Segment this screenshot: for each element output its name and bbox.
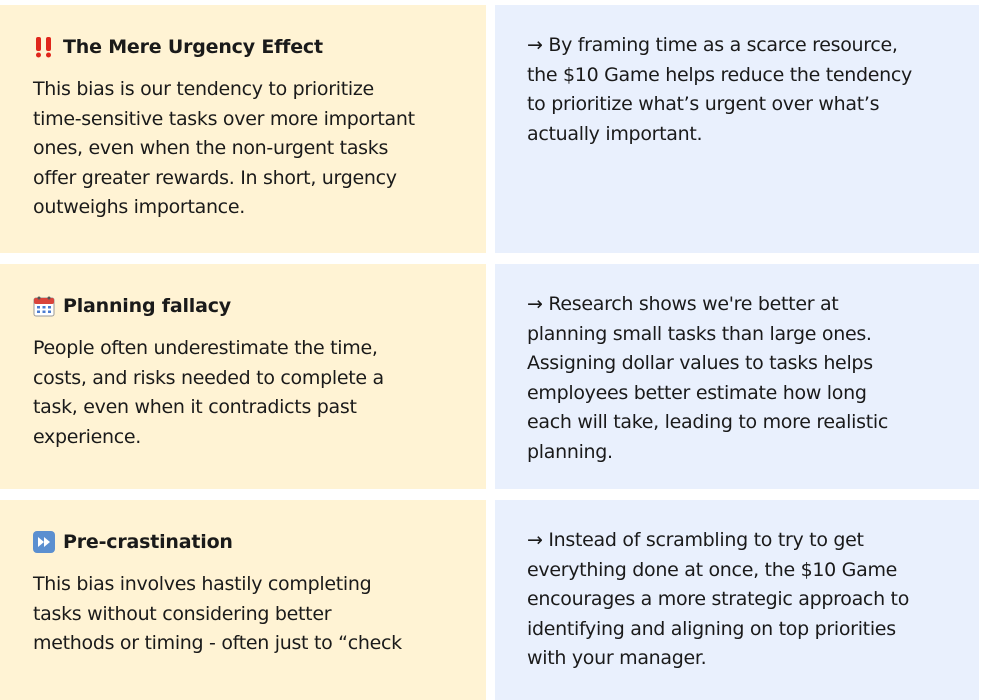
solution-card-mere-urgency: → By framing time as a scarce resource, … (495, 5, 979, 253)
solution-card-pre-crastination: → Instead of scrambling to try to get ev… (495, 500, 979, 700)
bias-title: Planning fallacy (63, 295, 231, 317)
fast-forward-icon (33, 531, 55, 553)
bias-title: Pre-crastination (63, 531, 233, 553)
solution-text: → By framing time as a scarce resource, … (527, 34, 912, 145)
solution-text: → Research shows we're better at plannin… (527, 293, 888, 463)
bias-card-mere-urgency: The Mere Urgency Effect This bias is our… (0, 5, 486, 253)
double-exclamation-icon (36, 37, 51, 58)
solution-text: → Instead of scrambling to try to get ev… (527, 529, 910, 670)
solution-card-planning-fallacy: → Research shows we're better at plannin… (495, 264, 979, 489)
bias-description: This bias involves hastily completing ta… (33, 573, 402, 655)
bias-title: The Mere Urgency Effect (63, 36, 323, 58)
bias-card-planning-fallacy: Planning fallacy People often underestim… (0, 264, 486, 489)
bias-card-pre-crastination: Pre-crastination This bias involves hast… (0, 500, 486, 700)
bias-description: People often underestimate the time, cos… (33, 337, 384, 448)
bias-description: This bias is our tendency to prioritize … (33, 78, 415, 219)
calendar-icon (33, 296, 55, 317)
